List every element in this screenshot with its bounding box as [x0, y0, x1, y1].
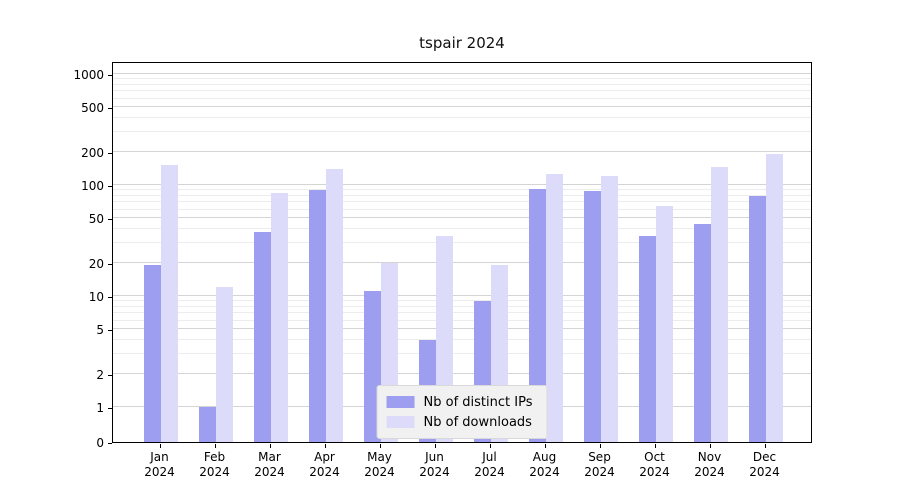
- bar-distinct-ips: [583, 191, 601, 442]
- x-tick-mark: [214, 444, 216, 448]
- x-tick-label: Jul 2024: [474, 450, 505, 479]
- x-tick-mark: [709, 444, 711, 448]
- x-tick-mark: [489, 444, 491, 448]
- gridline: [113, 372, 811, 374]
- x-tick-label: Dec 2024: [749, 450, 780, 479]
- bar-downloads: [325, 168, 343, 442]
- gridline: [113, 83, 811, 85]
- x-tick-label: Apr 2024: [309, 450, 340, 479]
- gridline: [113, 97, 811, 99]
- bar-downloads: [600, 176, 618, 442]
- x-tick-label: Nov 2024: [694, 450, 725, 479]
- gridline: [113, 150, 811, 152]
- gridline: [113, 217, 811, 219]
- y-tick-mark: [108, 443, 112, 444]
- x-tick-label: May 2024: [364, 450, 395, 479]
- y-tick-label: 50: [88, 212, 104, 227]
- bar-distinct-ips: [748, 195, 766, 442]
- gridline: [113, 319, 811, 321]
- gridline: [113, 353, 811, 355]
- bar-downloads: [710, 167, 728, 442]
- x-tick-mark: [159, 444, 161, 448]
- x-tick-mark: [764, 444, 766, 448]
- legend-label-distinct-ips: Nb of distinct IPs: [423, 394, 533, 410]
- gridline: [113, 339, 811, 341]
- gridline: [113, 90, 811, 92]
- bar-distinct-ips: [308, 190, 326, 442]
- x-tick-mark: [379, 444, 381, 448]
- x-tick-label: Aug 2024: [529, 450, 560, 479]
- y-tick-label: 20: [88, 256, 104, 271]
- bar-distinct-ips: [528, 189, 546, 442]
- gridline: [113, 328, 811, 330]
- x-tick-mark: [599, 444, 601, 448]
- bars-layer: [113, 63, 811, 442]
- x-tick-label: Jan 2024: [144, 450, 175, 479]
- y-tick-label: 5: [96, 323, 104, 338]
- gridline: [113, 242, 811, 244]
- bar-downloads: [215, 287, 233, 442]
- x-tick-mark: [654, 444, 656, 448]
- x-tick-label: Feb 2024: [199, 450, 230, 479]
- bar-distinct-ips: [198, 407, 216, 442]
- y-tick-label: 0: [96, 436, 104, 450]
- legend: Nb of distinct IPs Nb of downloads: [376, 385, 548, 439]
- legend-item-distinct-ips: Nb of distinct IPs: [386, 392, 533, 412]
- gridline: [113, 208, 811, 210]
- y-tick-label: 200: [81, 145, 104, 160]
- gridline: [113, 295, 811, 296]
- legend-swatch-downloads: [386, 416, 415, 428]
- bar-distinct-ips: [143, 265, 161, 442]
- x-tick-mark: [324, 444, 326, 448]
- gridline: [113, 117, 811, 119]
- gridline: [113, 78, 811, 80]
- gridline: [113, 201, 811, 203]
- bar-downloads: [655, 205, 673, 442]
- bar-distinct-ips: [693, 223, 711, 442]
- gridline: [113, 300, 811, 302]
- chart-title: tspair 2024: [419, 34, 505, 52]
- gridline: [113, 189, 811, 191]
- gridline: [113, 106, 811, 108]
- gridline: [113, 194, 811, 196]
- legend-label-downloads: Nb of downloads: [423, 414, 532, 430]
- gridline: [113, 73, 811, 74]
- bar-downloads: [270, 192, 288, 442]
- bar-distinct-ips: [638, 235, 656, 442]
- x-tick-label: Oct 2024: [639, 450, 670, 479]
- y-tick-label: 500: [81, 101, 104, 116]
- gridline: [113, 312, 811, 314]
- bar-downloads: [765, 154, 783, 442]
- gridline: [113, 184, 811, 185]
- y-tick-label: 10: [88, 290, 104, 304]
- bar-distinct-ips: [253, 231, 271, 442]
- legend-item-downloads: Nb of downloads: [386, 412, 533, 432]
- bar-distinct-ips: [363, 291, 381, 442]
- y-tick-label: 1: [96, 401, 104, 415]
- plot-area: Nb of distinct IPs Nb of downloads: [112, 62, 812, 443]
- y-tick-label: 2: [96, 367, 104, 382]
- y-tick-label: 100: [81, 179, 104, 193]
- x-tick-mark: [544, 444, 546, 448]
- x-tick-mark: [269, 444, 271, 448]
- gridline: [113, 305, 811, 307]
- bar-downloads: [545, 174, 563, 442]
- legend-swatch-distinct-ips: [386, 396, 415, 408]
- gridline: [113, 131, 811, 133]
- gridline: [113, 228, 811, 230]
- x-tick-label: Sep 2024: [584, 450, 615, 479]
- y-tick-label: 1000: [73, 68, 104, 82]
- gridline: [113, 261, 811, 263]
- x-tick-mark: [434, 444, 436, 448]
- x-tick-label: Mar 2024: [254, 450, 285, 479]
- x-tick-label: Jun 2024: [419, 450, 450, 479]
- bar-downloads: [160, 165, 178, 442]
